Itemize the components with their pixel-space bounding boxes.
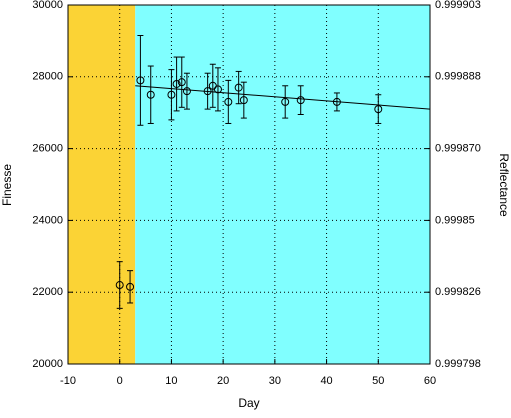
x-tick-label: 10 — [165, 375, 177, 387]
x-tick-label: 30 — [269, 375, 281, 387]
data-point — [239, 96, 248, 105]
x-tick-label: 60 — [424, 375, 436, 387]
data-point — [234, 83, 243, 92]
y-tick-label: 30000 — [32, 0, 63, 11]
data-point — [224, 97, 233, 106]
y-axis-label: Finesse — [0, 164, 14, 206]
y2-tick-label: 0.999903 — [435, 0, 481, 11]
fit-line — [135, 85, 431, 110]
y2-tick-label: 0.999826 — [435, 286, 481, 298]
data-point — [296, 96, 305, 105]
data-point — [374, 105, 383, 114]
data-point — [203, 87, 212, 96]
shaded-region — [135, 5, 430, 364]
y-tick-label: 26000 — [32, 143, 63, 155]
data-point — [115, 281, 124, 290]
x-tick-label: 40 — [320, 375, 332, 387]
data-point — [281, 97, 290, 106]
data-point — [332, 97, 341, 106]
data-point — [213, 85, 222, 94]
data-point — [167, 90, 176, 99]
x-axis-label: Day — [238, 396, 259, 410]
y2-tick-label: 0.999888 — [435, 71, 481, 83]
y-tick-label: 20000 — [32, 358, 63, 370]
data-point — [136, 76, 145, 85]
data-point — [126, 282, 135, 291]
y2-tick-label: 0.999798 — [435, 358, 481, 370]
data-point — [177, 78, 186, 87]
x-tick-label: -10 — [60, 375, 76, 387]
data-point — [146, 90, 155, 99]
y2-tick-label: 0.99985 — [435, 214, 475, 226]
shaded-region — [68, 5, 136, 364]
y-tick-label: 22000 — [32, 286, 63, 298]
x-tick-label: 0 — [117, 375, 123, 387]
y2-axis-label: Reflectance — [497, 153, 511, 217]
plot-frame — [67, 4, 431, 365]
y2-tick-label: 0.999870 — [435, 143, 481, 155]
x-tick-label: 50 — [372, 375, 384, 387]
y-tick-label: 24000 — [32, 214, 63, 226]
data-point — [182, 87, 191, 96]
data-point — [172, 79, 181, 88]
y-tick-label: 28000 — [32, 71, 63, 83]
x-tick-label: 20 — [217, 375, 229, 387]
